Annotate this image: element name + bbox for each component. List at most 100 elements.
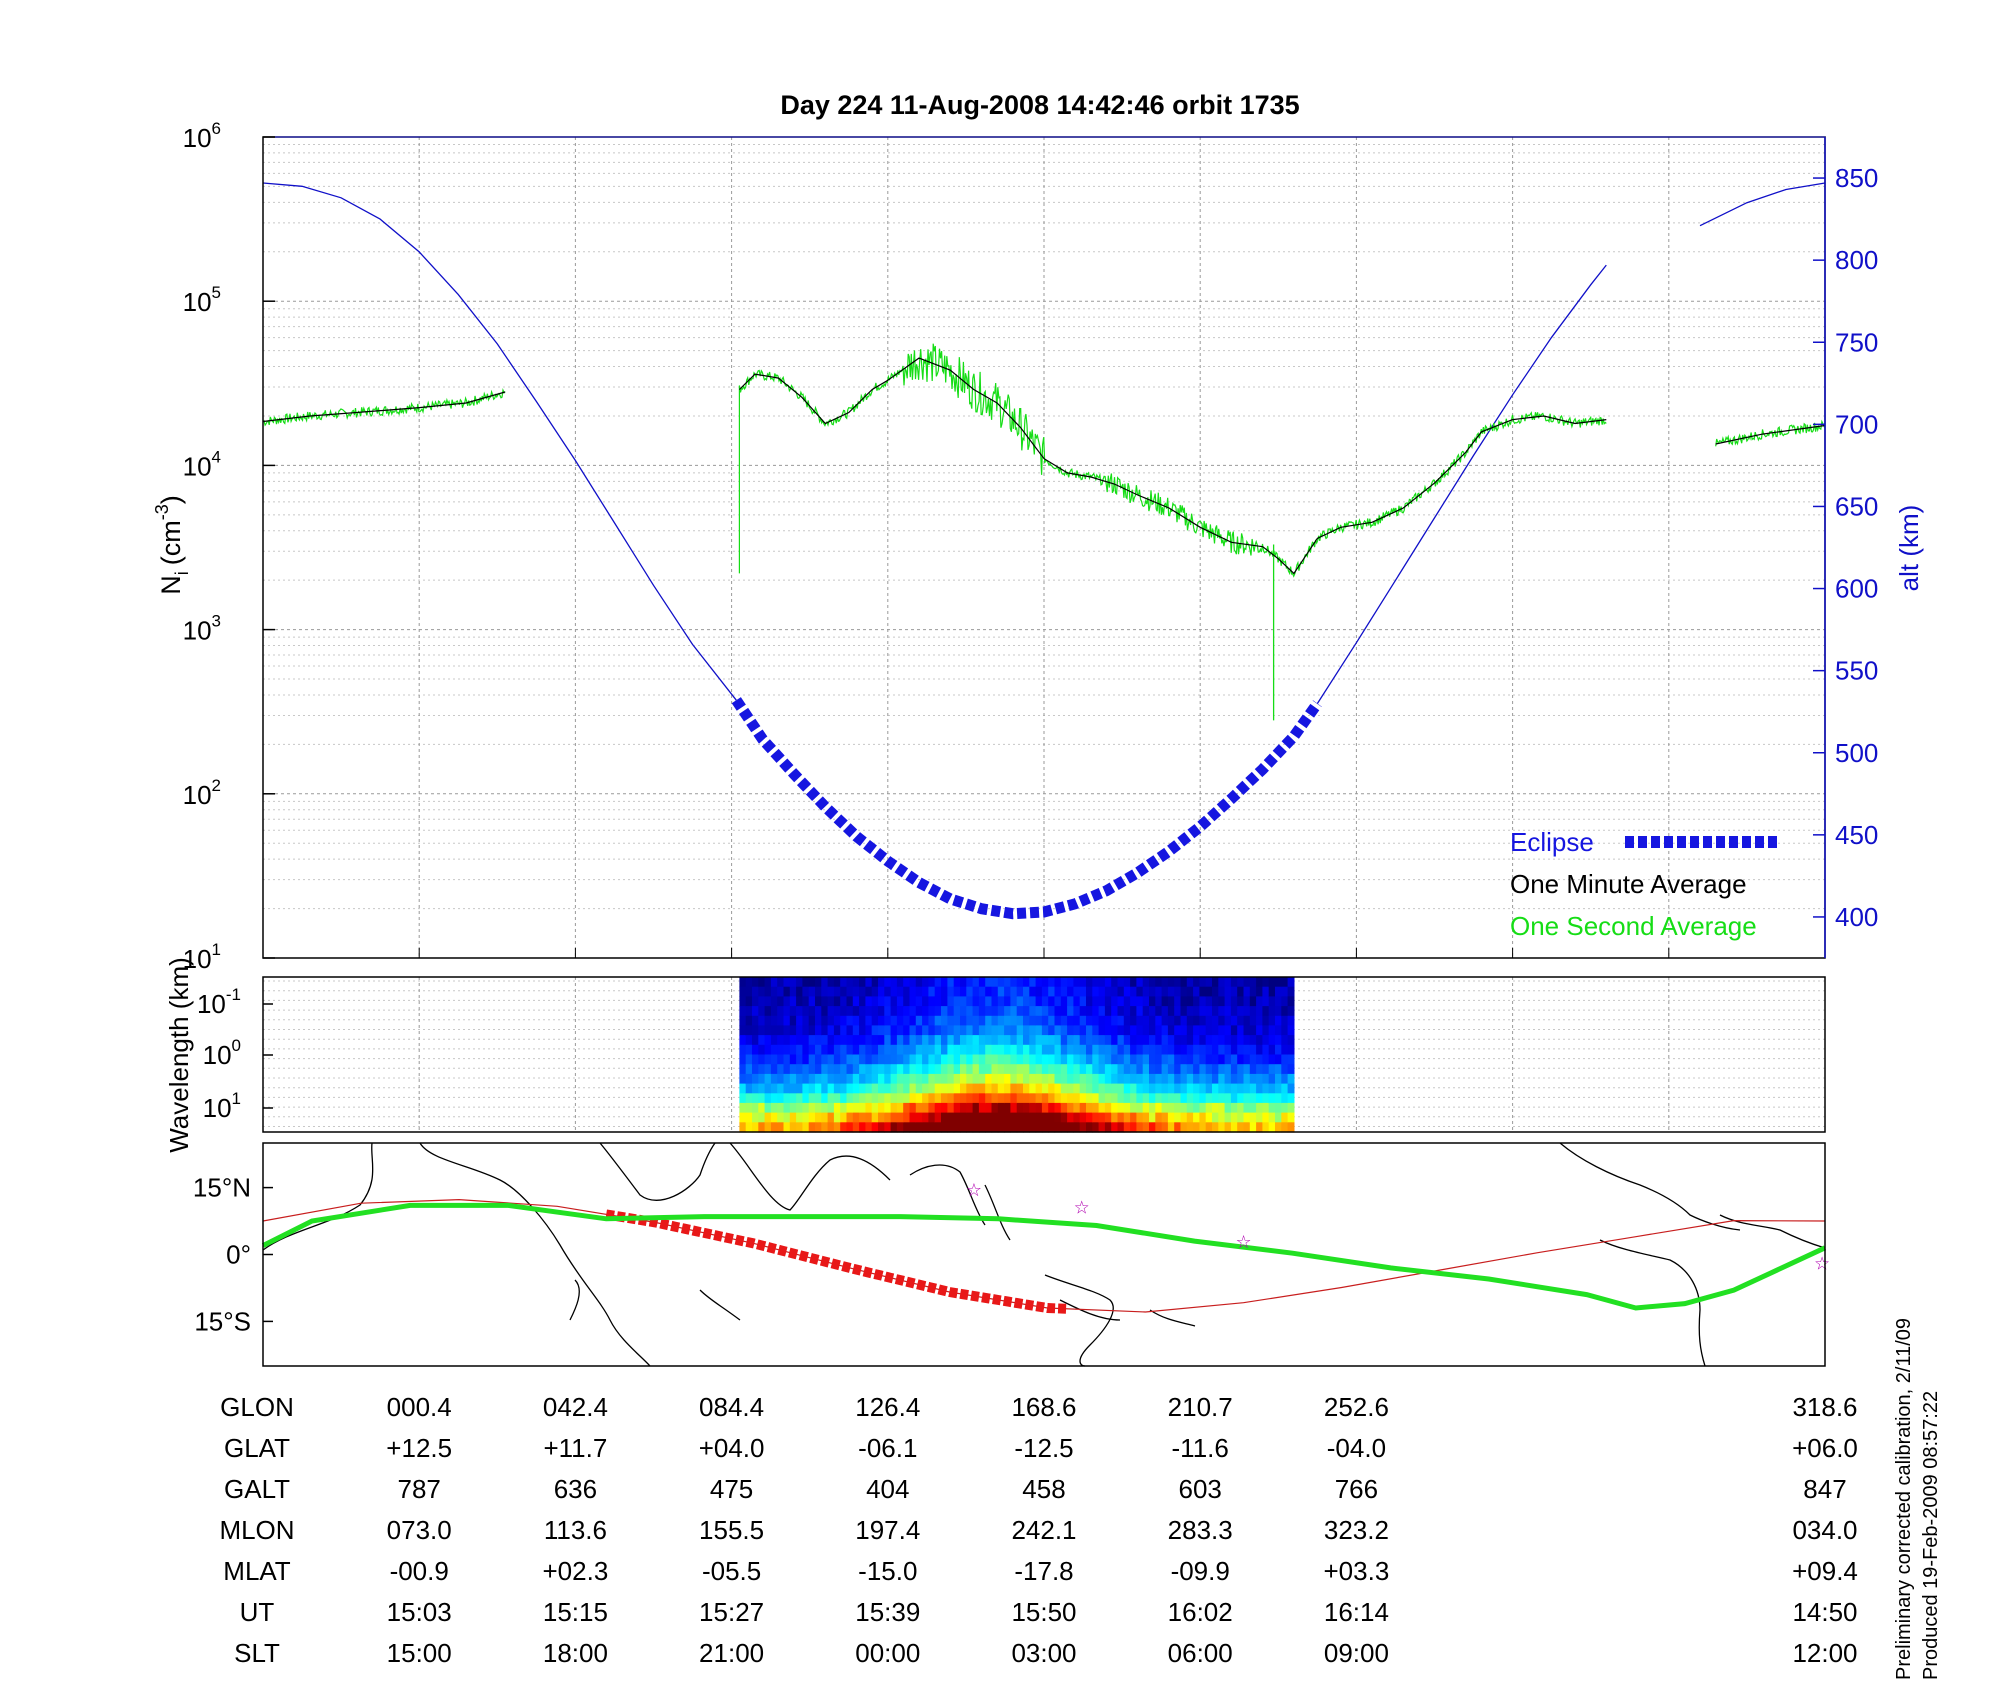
spectrogram-cell (1073, 1006, 1081, 1017)
spectrogram-cell (1136, 1083, 1144, 1094)
spectrogram-cell (1224, 1112, 1232, 1123)
spectrogram-cell (1256, 1035, 1263, 1046)
spectrogram-cell (1268, 1122, 1276, 1133)
spectrogram-cell (1224, 1102, 1232, 1114)
spectrogram-cell (947, 1093, 955, 1104)
spectrogram-cell (1136, 1025, 1144, 1036)
spectrogram-cell (865, 1044, 873, 1056)
spectrogram-cell (1212, 996, 1219, 1007)
spectrogram-cell (1262, 1025, 1270, 1036)
ground-track-map: ☆☆☆☆ 15°N0°15°S (193, 1142, 1830, 1367)
spectrogram-cell (859, 1044, 866, 1056)
spectrogram-cell (1104, 1044, 1112, 1056)
spectrogram-cell (985, 1073, 993, 1085)
spectrogram-cell (827, 1064, 835, 1075)
spectrogram-cell (1004, 1073, 1011, 1085)
spectrogram-cell (1224, 1083, 1232, 1094)
spectrogram-cell (1193, 1112, 1200, 1123)
spectrogram-cell (796, 1112, 803, 1123)
spectrogram-cell (871, 977, 879, 988)
spectrogram-cell (871, 1064, 879, 1075)
spectrogram-cell (1249, 1054, 1257, 1065)
spectrogram-cell (1193, 1035, 1200, 1046)
spectrogram-cell (1117, 1083, 1125, 1094)
spectrogram-cell (758, 1064, 766, 1075)
spectrogram-cell (909, 1035, 917, 1046)
spectrogram-cell (903, 1006, 911, 1017)
spectrogram-cell (878, 1073, 885, 1085)
spectrogram-cell (960, 1035, 967, 1046)
spectrogram-cell (1205, 1015, 1213, 1027)
spectrogram-cell (777, 1025, 785, 1036)
spectrogram-cell (1287, 1054, 1295, 1065)
spectrogram-cell (852, 1044, 860, 1056)
spectrogram-cell (1067, 986, 1074, 997)
spectrogram-cell (789, 1006, 797, 1017)
spectrogram-cell (1035, 977, 1043, 988)
spectrogram-cell (903, 1112, 911, 1123)
spectrogram-cell (1104, 1006, 1112, 1017)
spectrogram-cell (777, 1035, 785, 1046)
spectrogram-cell (1193, 1015, 1200, 1027)
spectrogram-cell (909, 1102, 917, 1114)
spectrogram-cell (1256, 1015, 1263, 1027)
spectrogram-cell (966, 996, 974, 1007)
spectrogram-cell (840, 1044, 848, 1056)
spectrogram-cell (865, 996, 873, 1007)
spectrogram-cell (1023, 996, 1030, 1007)
spectrogram-cell (1180, 977, 1188, 988)
spectrogram-cell (1098, 1102, 1106, 1114)
spectrogram-cell (871, 1025, 879, 1036)
spectrogram-cell (783, 1102, 791, 1114)
spectrogram-cell (966, 1102, 974, 1114)
spectrogram-cell (815, 1035, 822, 1046)
spectrogram-cell (1104, 986, 1112, 997)
spectrogram-cell (978, 1073, 986, 1085)
spectrogram-cell (1205, 1064, 1213, 1075)
spectrogram-cell (1155, 986, 1163, 997)
spectrogram-cell (960, 1054, 967, 1065)
spectrogram-cell (1275, 1054, 1282, 1065)
spectrogram-cell (1180, 1044, 1188, 1056)
spectrogram-cell (1218, 1064, 1226, 1075)
spectrogram-cell (1155, 1044, 1163, 1056)
spectrogram-cell (928, 1044, 936, 1056)
spectrogram-cell (1199, 986, 1207, 997)
spectrogram-cell (922, 1054, 929, 1065)
spectrogram-cell (922, 1073, 929, 1085)
spectrogram-cell (1161, 1015, 1169, 1027)
spectrogram-cell (890, 1044, 898, 1056)
spectrogram-cell (1104, 1035, 1112, 1046)
table-cell: 09:00 (1324, 1638, 1389, 1668)
spectrogram-cell (878, 1006, 885, 1017)
spectrogram-cell (878, 1112, 885, 1123)
spectrogram-cell (1092, 986, 1100, 997)
spectrogram-cell (1029, 1073, 1037, 1085)
spectrogram-cell (1161, 1102, 1169, 1114)
spectrogram-cell (777, 1006, 785, 1017)
spectrogram-cell (922, 1044, 929, 1056)
spectrogram-cell (783, 1073, 791, 1085)
spectrogram-cell (1155, 1122, 1163, 1133)
spectrogram-cell (808, 1093, 816, 1104)
spectrogram-cell (1199, 1044, 1207, 1056)
spectrogram-cell (1149, 1006, 1156, 1017)
spectrogram-cell (1167, 986, 1175, 997)
spectrogram-cell (1212, 1054, 1219, 1065)
spectrogram-cell (1199, 1073, 1207, 1085)
spectrogram-cell (1029, 1035, 1037, 1046)
spectrogram-cell (1035, 1093, 1043, 1104)
spectrogram-cell (764, 1044, 772, 1056)
spectrogram-cell (934, 1015, 942, 1027)
spectrogram-cell (783, 1025, 791, 1036)
spectrogram-cell (871, 1073, 879, 1085)
spectrogram-cell (1004, 1054, 1011, 1065)
spectrogram-cell (1004, 986, 1011, 997)
spectrogram-cell (739, 1093, 747, 1104)
spectrogram-cell (928, 1025, 936, 1036)
spectrogram-cell (896, 1093, 904, 1104)
spectrogram-cell (1262, 1122, 1270, 1133)
spectrogram-cell (1224, 1006, 1232, 1017)
spectrogram-cell (745, 1064, 753, 1075)
spectrogram-cell (1275, 1025, 1282, 1036)
